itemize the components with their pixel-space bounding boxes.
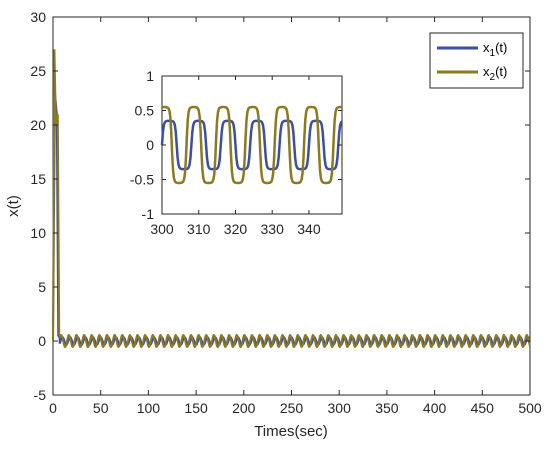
main-x-tick-label: 400 — [423, 400, 447, 416]
main-x-tick-label: 100 — [137, 400, 161, 416]
main-y-tick-label: 30 — [30, 9, 46, 25]
main-x-tick-label: 500 — [518, 400, 542, 416]
main-x-tick-label: 250 — [280, 400, 304, 416]
main-x-tick-label: 200 — [232, 400, 256, 416]
inset-x-tick-label: 330 — [261, 221, 285, 237]
main-y-tick-label: 5 — [38, 279, 46, 295]
inset-x-tick-label: 300 — [150, 221, 174, 237]
inset-x-ticks: 300 310 320 330 340 — [150, 76, 321, 237]
main-series-line-2 — [52, 49, 531, 349]
inset-y-tick-label: 1 — [146, 68, 154, 84]
main-x-tick-label: 0 — [49, 400, 57, 416]
y-axis-label: x(t) — [5, 195, 22, 217]
inset-x-tick-label: 320 — [224, 221, 248, 237]
main-x-tick-label: 450 — [471, 400, 495, 416]
main-y-tick-label: 25 — [30, 63, 46, 79]
legend-box — [429, 32, 524, 89]
inset-y-tick-label: 0 — [146, 137, 154, 153]
main-y-tick-label: 0 — [38, 333, 46, 349]
main-x-ticks: 0 50 100 150 200 250 300 350 400 450 500 — [49, 17, 542, 416]
inset-y-tick-label: -1 — [142, 206, 155, 222]
main-y-tick-label: 15 — [30, 171, 46, 187]
inset-y-tick-label: 0.5 — [135, 103, 155, 119]
legend-label-2: x2(t) — [483, 64, 507, 83]
main-x-tick-label: 300 — [328, 400, 352, 416]
main-y-tick-label: -5 — [34, 387, 47, 403]
x-axis-label: Times(sec) — [254, 423, 328, 440]
inset-series-line-1 — [160, 119, 343, 171]
main-y-tick-label: 20 — [30, 117, 46, 133]
main-x-tick-label: 150 — [184, 400, 208, 416]
legend: x1(t) x2(t) — [429, 32, 524, 89]
inset-y-tick-label: -0.5 — [130, 172, 154, 188]
main-y-tick-label: 10 — [30, 225, 46, 241]
inset-x-tick-label: 310 — [187, 221, 211, 237]
inset-series-line-2 — [161, 105, 343, 185]
inset-plot-area — [161, 75, 343, 215]
inset-series-group — [160, 105, 343, 185]
main-series-group — [52, 49, 531, 349]
main-x-tick-label: 350 — [375, 400, 399, 416]
inset-y-ticks: -1 -0.5 0 0.5 1 — [130, 68, 342, 222]
main-x-tick-label: 50 — [93, 400, 109, 416]
inset-plot: 300 310 320 330 340 -1 -0.5 0 0.5 1 — [130, 68, 343, 237]
inset-x-tick-label: 340 — [297, 221, 321, 237]
legend-label-1: x1(t) — [483, 40, 507, 59]
